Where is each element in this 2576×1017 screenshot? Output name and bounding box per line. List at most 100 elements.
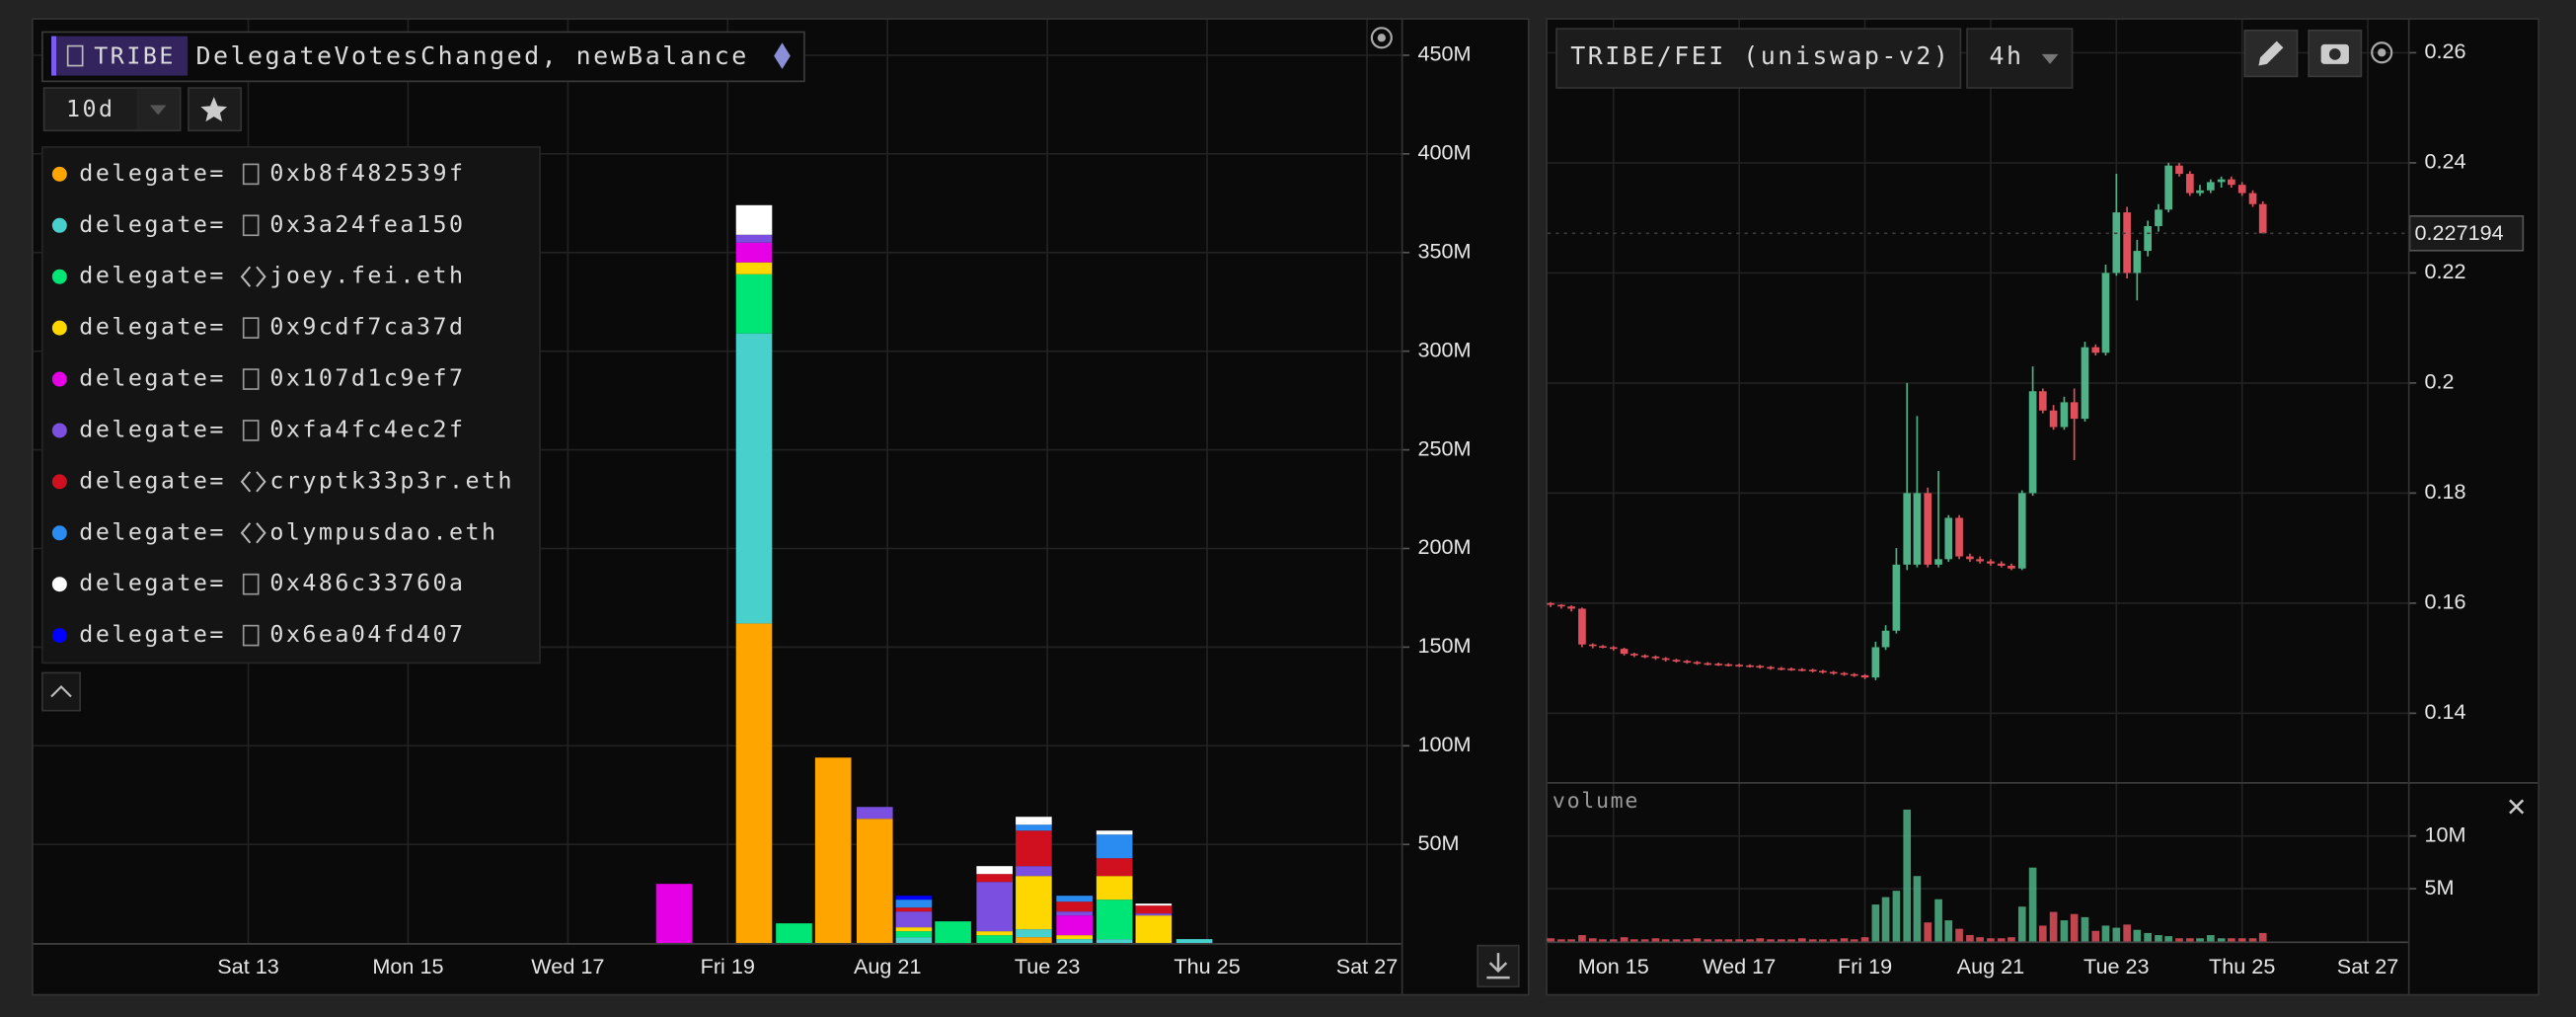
- candle-body: [1860, 674, 1869, 678]
- candle-body: [1987, 561, 1995, 564]
- candle-body: [1756, 665, 1765, 668]
- legend-label: 0xb8f482539f: [269, 160, 465, 187]
- x-tick-label: Mon 15: [1578, 954, 1649, 978]
- volume-bar: [1756, 938, 1765, 942]
- volume-bar: [1987, 938, 1995, 942]
- bar-segment: [735, 333, 773, 624]
- x-tick-label: Aug 21: [854, 954, 922, 978]
- collapse-icon: [50, 685, 72, 698]
- candle-body: [2196, 190, 2204, 194]
- bar-segment: [1056, 935, 1093, 940]
- legend-entry[interactable]: delegate= 0xb8f482539f: [51, 160, 466, 187]
- pair-box[interactable]: [1555, 28, 1962, 89]
- bar-segment: [1016, 929, 1052, 938]
- volume-bar: [1892, 891, 1901, 942]
- bar-segment: [935, 921, 971, 944]
- candle-body: [2175, 165, 2183, 175]
- volume-bar: [2144, 932, 2152, 942]
- volume-bar: [2237, 938, 2246, 942]
- left-marks: [655, 204, 1213, 944]
- x-tick-label: Thu 25: [2209, 954, 2275, 978]
- candle-body: [2070, 402, 2079, 420]
- bar-segment: [976, 866, 1014, 875]
- legend-entry[interactable]: delegate= 0x6ea04fd407: [51, 621, 466, 648]
- legend-swatch: [51, 217, 67, 233]
- bar-segment: [1056, 896, 1093, 902]
- collapse-button[interactable]: [41, 671, 81, 712]
- target-icon[interactable]: [2371, 41, 2393, 64]
- address-icon: [242, 163, 260, 186]
- legend-prefix: delegate=: [79, 365, 226, 392]
- legend-entry[interactable]: delegate= 0x3a24fea150: [51, 211, 466, 238]
- candle-body: [1609, 647, 1618, 650]
- bar-segment: [1096, 834, 1133, 859]
- volume-bar: [1704, 939, 1712, 942]
- candle-body: [2155, 209, 2162, 227]
- candle-body: [1735, 665, 1743, 666]
- y-tick-label: 50M: [1417, 830, 1459, 855]
- x-tick-label: Fri 19: [1838, 954, 1892, 978]
- candle-body: [2017, 493, 2026, 569]
- star-icon: [200, 97, 228, 122]
- bar-segment: [856, 807, 893, 820]
- candle-body: [1620, 649, 1629, 655]
- legend-entry[interactable]: delegate= cryptk33p3r.eth: [51, 467, 514, 494]
- volume-bar: [1787, 939, 1795, 942]
- legend-entry[interactable]: delegate= 0xfa4fc4ec2f: [51, 416, 466, 442]
- legend-entry[interactable]: delegate= joey.fei.eth: [51, 263, 466, 289]
- candle-body: [1966, 556, 1974, 560]
- volume-bar: [2175, 938, 2183, 942]
- bar-segment: [1016, 824, 1052, 831]
- candle-body: [2028, 391, 2037, 494]
- candle-body: [1704, 663, 1712, 665]
- legend-swatch: [51, 628, 67, 644]
- candle-body: [2164, 165, 2172, 210]
- candle-body: [1588, 644, 1597, 647]
- y-tick-label: 450M: [1417, 41, 1471, 66]
- candle-body: [1746, 665, 1754, 667]
- volume-bar: [1651, 938, 1660, 942]
- y-tick-label: 0.26: [2424, 39, 2465, 63]
- candle-body: [1640, 655, 1649, 658]
- target-icon-dot: [1377, 34, 1387, 42]
- bar-segment: [1056, 939, 1093, 944]
- eth-icon: [774, 42, 791, 69]
- close-pane-icon[interactable]: [2509, 799, 2525, 815]
- candle-body: [1881, 630, 1890, 648]
- candle-body: [1661, 658, 1670, 661]
- legend-label: 0xfa4fc4ec2f: [269, 416, 465, 442]
- token-badge: [51, 36, 189, 76]
- bar-segment: [976, 931, 1014, 936]
- candle-body: [1808, 669, 1817, 672]
- volume-bar: [1640, 939, 1649, 942]
- candle-body: [1714, 664, 1722, 665]
- legend-swatch: [51, 371, 67, 387]
- volume-bar: [2196, 938, 2204, 942]
- legend-entry[interactable]: delegate= 0x9cdf7ca37d: [51, 314, 466, 341]
- legend-prefix: delegate=: [79, 160, 226, 187]
- y-tick-label: 0.14: [2424, 699, 2465, 724]
- bar-segment: [814, 757, 852, 944]
- candle-body: [1767, 666, 1775, 669]
- legend-label: 0x3a24fea150: [269, 211, 465, 238]
- y-tick-label: 300M: [1417, 337, 1471, 361]
- legend-prefix: delegate=: [79, 570, 226, 596]
- volume-bar: [2060, 920, 2069, 942]
- legend-entry[interactable]: delegate= 0x486c33760a: [51, 570, 466, 596]
- x-tick-label: Fri 19: [701, 954, 755, 978]
- x-tick-label: Sat 27: [2337, 954, 2399, 978]
- y-tick-label: 10M: [2424, 821, 2465, 846]
- volume-bar: [2155, 935, 2162, 942]
- download-icon: [1486, 953, 1510, 979]
- ens-icon: [240, 522, 266, 544]
- legend-entry[interactable]: delegate= olympusdao.eth: [51, 518, 498, 545]
- volume-bar: [1588, 938, 1597, 942]
- legend-label: cryptk33p3r.eth: [269, 467, 514, 494]
- volume-bar: [2038, 925, 2047, 942]
- bar-segment: [895, 931, 933, 938]
- legend-entry[interactable]: delegate= 0x107d1c9ef7: [51, 365, 466, 392]
- bar-segment: [1135, 913, 1173, 916]
- volume-bar: [1724, 939, 1733, 942]
- target-icon[interactable]: [1370, 27, 1393, 49]
